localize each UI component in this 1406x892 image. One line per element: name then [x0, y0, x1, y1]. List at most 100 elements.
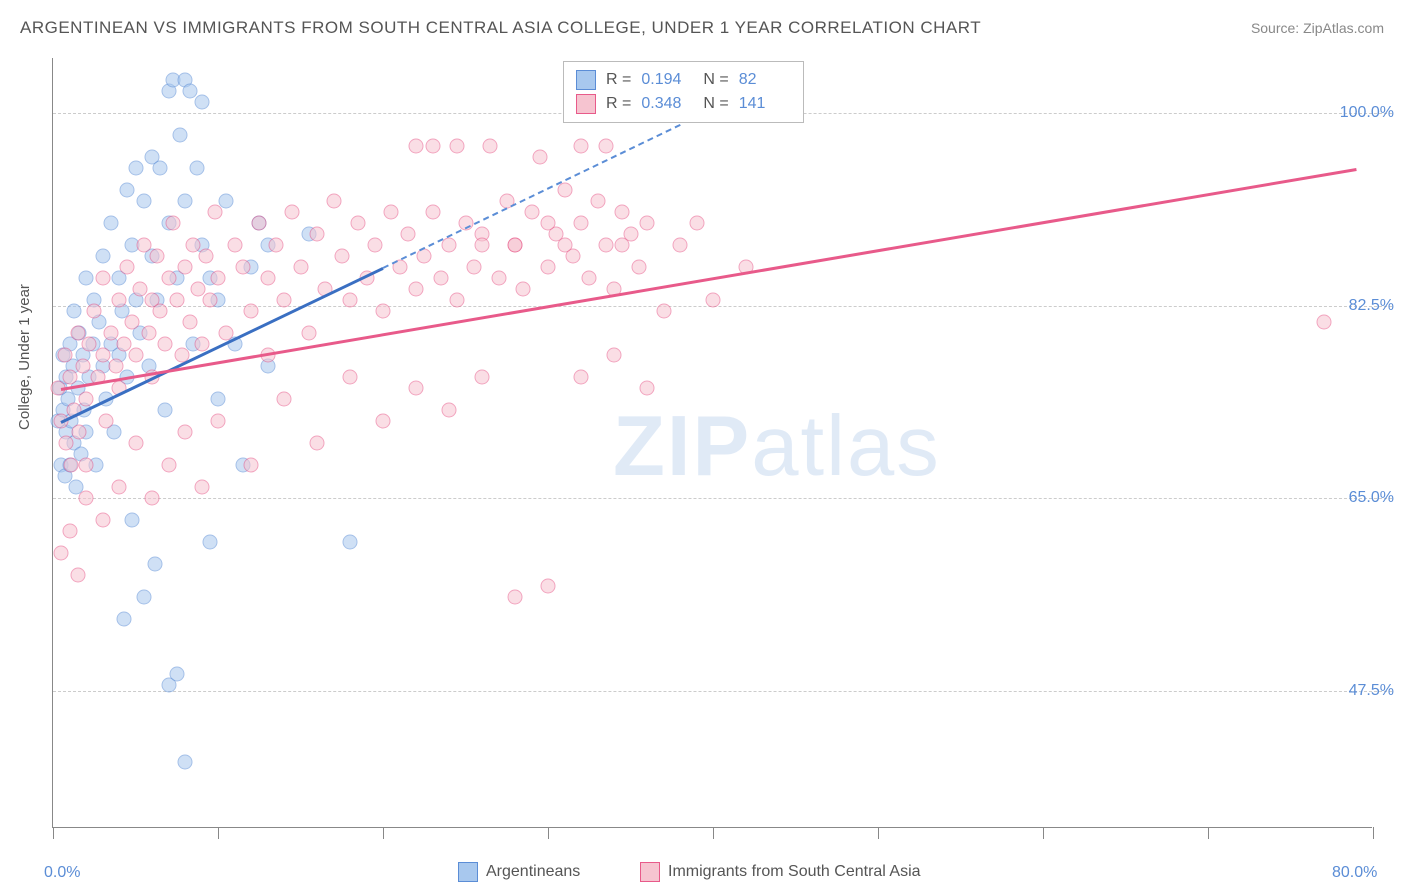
data-point [161, 271, 176, 286]
data-point [103, 216, 118, 231]
data-point [169, 293, 184, 308]
data-point [98, 414, 113, 429]
data-point [516, 282, 531, 297]
stat-r-label: R = [606, 71, 631, 89]
data-point [590, 194, 605, 209]
data-point [673, 238, 688, 253]
data-point [508, 238, 523, 253]
data-point [343, 293, 358, 308]
data-point [62, 370, 77, 385]
data-point [211, 392, 226, 407]
x-tick [1373, 827, 1374, 839]
data-point [483, 139, 498, 154]
data-point [64, 458, 79, 473]
data-point [277, 392, 292, 407]
data-point [178, 194, 193, 209]
data-point [148, 557, 163, 572]
data-point [173, 128, 188, 143]
chart-title: ARGENTINEAN VS IMMIGRANTS FROM SOUTH CEN… [20, 18, 981, 38]
data-point [136, 194, 151, 209]
gridline-h [53, 498, 1392, 499]
data-point [310, 227, 325, 242]
y-tick-label: 65.0% [1349, 489, 1394, 507]
data-point [574, 216, 589, 231]
x-tick-label: 80.0% [1332, 864, 1377, 882]
data-point [149, 249, 164, 264]
data-point [557, 183, 572, 198]
data-point [158, 403, 173, 418]
data-point [607, 348, 622, 363]
bottom-legend-item: Immigrants from South Central Asia [640, 862, 921, 882]
data-point [326, 194, 341, 209]
data-point [112, 293, 127, 308]
data-point [640, 216, 655, 231]
stats-legend-box: R =0.194N =82R =0.348N =141 [563, 61, 804, 123]
data-point [524, 205, 539, 220]
data-point [136, 238, 151, 253]
chart-container: ARGENTINEAN VS IMMIGRANTS FROM SOUTH CEN… [0, 0, 1406, 892]
data-point [541, 216, 556, 231]
data-point [161, 458, 176, 473]
data-point [219, 194, 234, 209]
data-point [116, 612, 131, 627]
legend-swatch [576, 94, 596, 114]
data-point [108, 359, 123, 374]
x-tick [1208, 827, 1209, 839]
data-point [128, 436, 143, 451]
y-tick-label: 100.0% [1340, 104, 1394, 122]
data-point [125, 315, 140, 330]
data-point [244, 304, 259, 319]
y-axis-label: College, Under 1 year [16, 284, 33, 430]
data-point [615, 205, 630, 220]
data-point [72, 425, 87, 440]
data-point [211, 271, 226, 286]
data-point [194, 480, 209, 495]
data-point [112, 480, 127, 495]
data-point [343, 370, 358, 385]
data-point [95, 513, 110, 528]
data-point [59, 436, 74, 451]
data-point [120, 260, 135, 275]
data-point [425, 139, 440, 154]
data-point [67, 304, 82, 319]
data-point [268, 238, 283, 253]
data-point [541, 579, 556, 594]
data-point [425, 205, 440, 220]
data-point [1316, 315, 1331, 330]
data-point [574, 370, 589, 385]
data-point [211, 414, 226, 429]
x-tick [878, 827, 879, 839]
data-point [95, 249, 110, 264]
data-point [194, 337, 209, 352]
data-point [235, 260, 250, 275]
data-point [82, 337, 97, 352]
data-point [141, 326, 156, 341]
data-point [409, 381, 424, 396]
data-point [310, 436, 325, 451]
data-point [557, 238, 572, 253]
data-point [57, 348, 72, 363]
legend-label: Immigrants from South Central Asia [668, 863, 921, 881]
data-point [79, 491, 94, 506]
legend-swatch [640, 862, 660, 882]
data-point [293, 260, 308, 275]
x-tick [1043, 827, 1044, 839]
data-point [450, 293, 465, 308]
data-point [153, 161, 168, 176]
x-tick-label: 0.0% [44, 864, 80, 882]
data-point [301, 326, 316, 341]
data-point [120, 183, 135, 198]
data-point [450, 139, 465, 154]
gridline-h [53, 691, 1392, 692]
data-point [79, 458, 94, 473]
data-point [54, 546, 69, 561]
data-point [376, 414, 391, 429]
stats-row: R =0.194N =82 [576, 68, 791, 92]
data-point [95, 348, 110, 363]
data-point [202, 293, 217, 308]
data-point [207, 205, 222, 220]
data-point [532, 150, 547, 165]
data-point [178, 425, 193, 440]
data-point [285, 205, 300, 220]
legend-label: Argentineans [486, 863, 580, 881]
